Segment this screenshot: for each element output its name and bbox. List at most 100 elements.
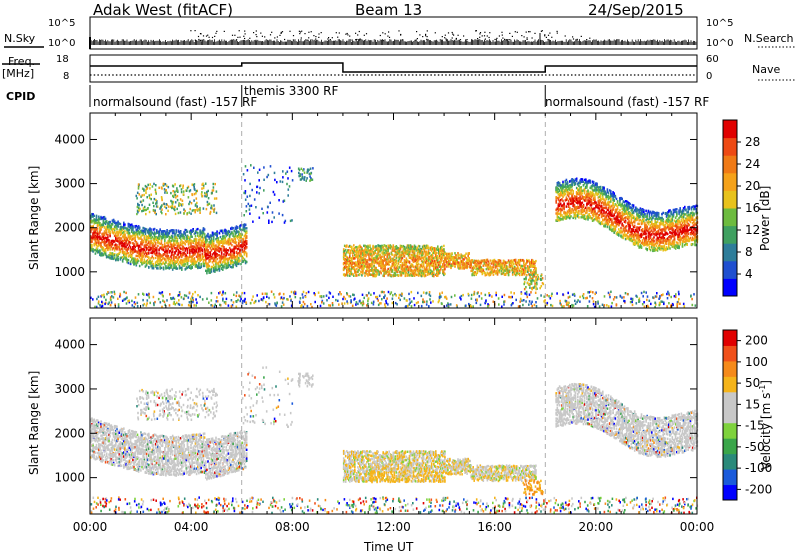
power-cell bbox=[155, 257, 157, 259]
power-cell bbox=[402, 257, 404, 259]
nsearch-dot bbox=[215, 33, 216, 34]
nsearch-dot bbox=[400, 34, 401, 35]
power-cell bbox=[380, 272, 382, 274]
power-cell bbox=[391, 274, 393, 276]
nsearch-dot bbox=[355, 33, 356, 34]
power-cell bbox=[363, 267, 365, 269]
power-cell bbox=[253, 167, 255, 169]
power-cell bbox=[301, 168, 303, 170]
power-cell bbox=[284, 221, 286, 223]
power-cell bbox=[245, 190, 247, 192]
power-cell bbox=[489, 262, 491, 264]
power-cell bbox=[165, 213, 167, 215]
power-cell bbox=[215, 266, 217, 268]
power-cell bbox=[139, 227, 141, 229]
nsearch-dot bbox=[419, 34, 420, 35]
power-cell bbox=[165, 189, 167, 191]
power-cell bbox=[246, 261, 248, 263]
power-cell bbox=[396, 260, 398, 262]
power-cell bbox=[419, 245, 421, 247]
power-cell bbox=[166, 229, 168, 231]
nsearch-dot bbox=[198, 36, 199, 37]
power-cell bbox=[122, 247, 124, 249]
power-cell bbox=[158, 233, 160, 235]
nsearch-dot bbox=[527, 39, 528, 40]
power-cell bbox=[276, 181, 278, 183]
power-cell bbox=[419, 256, 421, 258]
power-cell bbox=[180, 198, 182, 200]
power-cell bbox=[222, 269, 224, 271]
power-cell bbox=[202, 250, 204, 252]
power-cell bbox=[222, 232, 224, 234]
power-cell bbox=[368, 266, 370, 268]
power-cell bbox=[97, 230, 99, 232]
power-cell bbox=[286, 183, 288, 185]
power-cell bbox=[147, 259, 149, 261]
power-cell bbox=[155, 189, 157, 191]
power-cell bbox=[178, 242, 180, 244]
power-cell bbox=[347, 274, 349, 276]
power-cell bbox=[490, 259, 492, 261]
power-cell bbox=[214, 197, 216, 199]
nsearch-dot bbox=[427, 30, 428, 31]
power-cell bbox=[444, 273, 446, 275]
power-cell bbox=[194, 188, 196, 190]
nsearch-dot bbox=[249, 38, 250, 39]
nsearch-dot bbox=[489, 32, 490, 33]
power-cell bbox=[164, 206, 166, 208]
nsearch-dot bbox=[284, 39, 285, 40]
power-cell bbox=[187, 252, 189, 254]
power-cell bbox=[192, 230, 194, 232]
nsearch-dot bbox=[466, 39, 467, 40]
nsearch-dot bbox=[206, 36, 207, 37]
power-cell bbox=[280, 180, 282, 182]
power-cell bbox=[232, 227, 234, 229]
power-cell bbox=[187, 212, 189, 214]
nsearch-dot bbox=[549, 33, 550, 34]
power-cell bbox=[271, 221, 273, 223]
power-cell bbox=[454, 265, 456, 267]
power-cell bbox=[116, 228, 118, 230]
power-cell bbox=[143, 189, 145, 191]
power-cell bbox=[146, 196, 148, 198]
power-cell bbox=[163, 203, 165, 205]
power-cell bbox=[190, 213, 192, 215]
power-cell bbox=[175, 201, 177, 203]
nsearch-dot bbox=[452, 32, 453, 33]
power-cell bbox=[292, 179, 294, 181]
nsearch-dot bbox=[347, 34, 348, 35]
power-cell bbox=[140, 201, 142, 203]
power-cell bbox=[345, 249, 347, 251]
power-cell bbox=[199, 254, 201, 256]
power-cell bbox=[250, 164, 252, 166]
power-cell bbox=[160, 211, 162, 213]
power-cell bbox=[128, 248, 130, 250]
power-cell bbox=[433, 271, 435, 273]
power-cell bbox=[137, 211, 139, 213]
power-cell bbox=[107, 236, 109, 238]
power-cell bbox=[120, 251, 122, 253]
power-cell bbox=[267, 206, 269, 208]
nsearch-dot bbox=[521, 35, 522, 36]
power-cell bbox=[153, 257, 155, 259]
nsearch-dot bbox=[304, 33, 305, 34]
power-cell bbox=[150, 198, 152, 200]
power-cell bbox=[148, 266, 150, 268]
power-cell bbox=[369, 244, 371, 246]
power-cell bbox=[159, 207, 161, 209]
nsearch-dot bbox=[534, 33, 535, 34]
power-cell bbox=[312, 179, 314, 181]
power-cell bbox=[229, 231, 231, 233]
power-cell bbox=[463, 258, 465, 260]
power-cell bbox=[154, 212, 156, 214]
power-cell bbox=[211, 268, 213, 270]
power-cell bbox=[285, 172, 287, 174]
nsearch-dot bbox=[532, 37, 533, 38]
power-cell bbox=[187, 231, 189, 233]
power-cell bbox=[417, 253, 419, 255]
power-cell bbox=[396, 257, 398, 259]
power-cell bbox=[196, 205, 198, 207]
power-cell bbox=[109, 248, 111, 250]
power-cell bbox=[216, 230, 218, 232]
power-cell bbox=[224, 239, 226, 241]
